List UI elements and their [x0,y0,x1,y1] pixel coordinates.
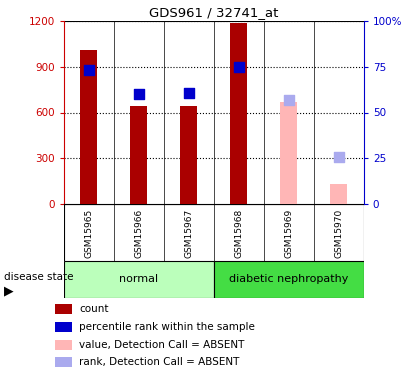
Bar [55,357,72,368]
Text: GSM15968: GSM15968 [234,209,243,258]
Bar [214,261,364,298]
Point [185,90,192,96]
Point [85,68,92,74]
Text: disease state: disease state [4,273,74,282]
Bar [180,106,197,204]
Bar [64,261,214,298]
Text: GSM15970: GSM15970 [334,209,343,258]
Text: GSM15965: GSM15965 [84,209,93,258]
Bar [130,106,148,204]
Text: ▶: ▶ [4,284,14,297]
Text: diabetic nephropathy: diabetic nephropathy [229,274,349,284]
Bar [230,23,247,204]
Bar [280,102,298,204]
Point [286,97,292,103]
Bar [330,184,347,204]
Point [136,91,142,97]
Text: count: count [79,304,109,314]
Bar [55,339,72,350]
Text: GSM15966: GSM15966 [134,209,143,258]
Title: GDS961 / 32741_at: GDS961 / 32741_at [149,6,278,20]
Text: GSM15969: GSM15969 [284,209,293,258]
Text: GSM15967: GSM15967 [184,209,193,258]
Bar [80,50,97,204]
Bar [55,304,72,314]
Text: value, Detection Call = ABSENT: value, Detection Call = ABSENT [79,339,245,350]
Text: percentile rank within the sample: percentile rank within the sample [79,322,255,332]
Point [236,64,242,70]
Bar [55,322,72,332]
Point [335,154,342,160]
Text: rank, Detection Call = ABSENT: rank, Detection Call = ABSENT [79,357,239,368]
Text: normal: normal [119,274,158,284]
